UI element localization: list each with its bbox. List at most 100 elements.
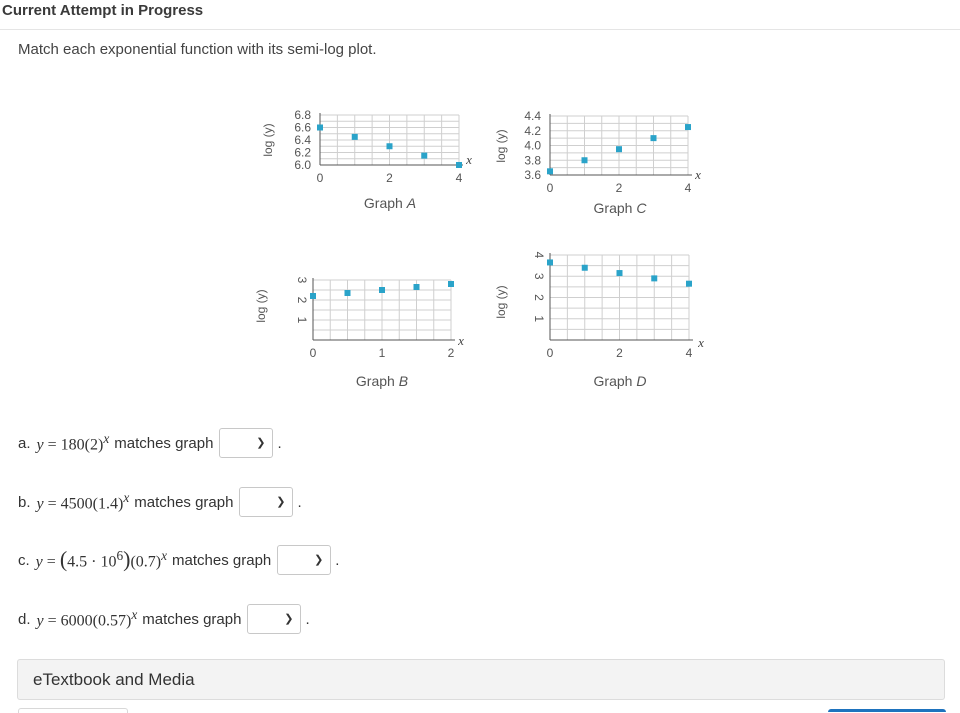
equation-base: (0.7)	[130, 553, 162, 571]
data-point	[581, 264, 588, 271]
equation-exponent: x	[103, 431, 110, 447]
equation: y = 4500(1.4)x	[36, 490, 130, 513]
y-tick-label: 3	[532, 273, 546, 280]
equation-lhs: y	[36, 495, 44, 513]
graph-title: Graph A	[364, 195, 416, 211]
graph-select-a[interactable]: ❯	[219, 428, 274, 458]
equation-base: (1.4)	[92, 495, 124, 513]
question-letter: d.	[18, 610, 31, 628]
data-point	[547, 259, 553, 266]
y-tick-label: 4	[532, 252, 546, 259]
chevron-down-icon: ❯	[256, 437, 266, 449]
x-tick-label: 4	[685, 181, 692, 195]
period: .	[305, 610, 310, 628]
equation-lhs: y	[36, 612, 44, 630]
x-tick-label: 0	[317, 171, 324, 185]
equation-coefficient: 6000	[60, 612, 93, 630]
graph-title: Graph B	[356, 373, 408, 389]
question-label: matches graph	[114, 434, 214, 452]
data-point	[651, 275, 658, 282]
data-point	[413, 284, 420, 290]
x-axis-label: x	[465, 152, 472, 167]
y-tick-label: 3	[295, 277, 309, 284]
data-point	[685, 124, 691, 131]
y-tick-label: 4.4	[524, 109, 541, 123]
equation-exponent: x	[131, 607, 138, 623]
equation-lhs: y	[36, 436, 44, 454]
y-axis-label: log (y)	[261, 123, 275, 156]
question-d: d. y = 6000(0.57)x matches graph ❯ .	[18, 604, 310, 634]
etextbook-label: eTextbook and Media	[33, 670, 195, 689]
chevron-down-icon: ❯	[284, 613, 294, 625]
data-point	[686, 280, 692, 287]
x-tick-label: 2	[386, 171, 393, 185]
x-tick-label: 2	[616, 346, 623, 360]
attempt-header: Current Attempt in Progress	[0, 0, 960, 30]
x-tick-label: 1	[379, 346, 386, 360]
question-label: matches graph	[134, 493, 234, 511]
y-axis-label: log (y)	[494, 285, 508, 318]
data-point	[616, 146, 622, 153]
question-letter: a.	[18, 434, 31, 452]
x-tick-label: 0	[310, 346, 317, 360]
graph-select-b[interactable]: ❯	[239, 487, 294, 517]
graph-select-d[interactable]: ❯	[247, 604, 302, 634]
y-tick-label: 3.8	[524, 153, 541, 167]
equation-coefficient: 4.5 · 10	[67, 553, 117, 571]
x-tick-label: 4	[456, 171, 463, 185]
data-point	[421, 152, 428, 159]
x-axis-label: x	[457, 333, 464, 348]
equation-exponent: x	[123, 490, 130, 506]
data-point	[351, 133, 358, 140]
equation: y = (4.5 · 106)(0.7)x	[35, 546, 168, 572]
equation-exponent: x	[161, 548, 168, 564]
graph-title: Graph C	[594, 200, 648, 216]
equation-base: (2)	[84, 436, 104, 454]
question-b: b. y = 4500(1.4)x matches graph ❯ .	[18, 487, 302, 517]
data-point	[456, 162, 462, 168]
x-tick-label: 2	[616, 181, 623, 195]
equation-coefficient: 180	[60, 436, 85, 454]
y-tick-label: 6.2	[294, 146, 311, 160]
x-tick-label: 2	[448, 346, 455, 360]
period: .	[277, 434, 282, 452]
equation-lhs: y	[35, 553, 43, 571]
secondary-button-edge[interactable]	[18, 708, 128, 713]
y-tick-label: 2	[295, 297, 309, 304]
x-axis-label: x	[694, 167, 701, 182]
y-tick-label: 6.4	[294, 133, 311, 147]
equation-coefficient: 4500	[60, 495, 93, 513]
y-tick-label: 1	[295, 317, 309, 324]
y-tick-label: 4.0	[524, 139, 541, 153]
data-point	[317, 124, 323, 131]
x-tick-label: 4	[686, 346, 693, 360]
graph-select-c[interactable]: ❯	[277, 545, 332, 575]
question-instructions: Match each exponential function with its…	[18, 41, 377, 58]
question-c: c. y = (4.5 · 106)(0.7)x matches graph ❯…	[18, 545, 339, 575]
question-a: a. y = 180(2)x matches graph ❯ .	[18, 428, 282, 458]
equation: y = 180(2)x	[36, 431, 110, 454]
x-tick-label: 0	[547, 181, 554, 195]
period: .	[297, 493, 302, 511]
data-point	[581, 157, 588, 164]
y-tick-label: 4.2	[524, 124, 541, 138]
data-point	[344, 290, 351, 296]
etextbook-media-panel[interactable]: eTextbook and Media	[17, 659, 945, 700]
y-tick-label: 2	[532, 294, 546, 301]
data-point	[616, 270, 623, 277]
primary-button-edge[interactable]	[828, 709, 946, 712]
equation-base: (0.57)	[92, 612, 132, 630]
x-tick-label: 0	[547, 346, 554, 360]
graph-title: Graph D	[594, 373, 647, 389]
y-axis-label: log (y)	[494, 129, 508, 162]
period: .	[335, 551, 340, 569]
data-point	[386, 143, 393, 150]
chevron-down-icon: ❯	[276, 496, 286, 508]
y-tick-label: 1	[532, 315, 546, 322]
data-point	[310, 293, 316, 299]
question-label: matches graph	[142, 610, 242, 628]
equation: y = 6000(0.57)x	[36, 607, 138, 630]
y-tick-label: 3.6	[524, 168, 541, 182]
data-point	[650, 135, 657, 142]
attempt-title: Current Attempt in Progress	[2, 2, 204, 19]
